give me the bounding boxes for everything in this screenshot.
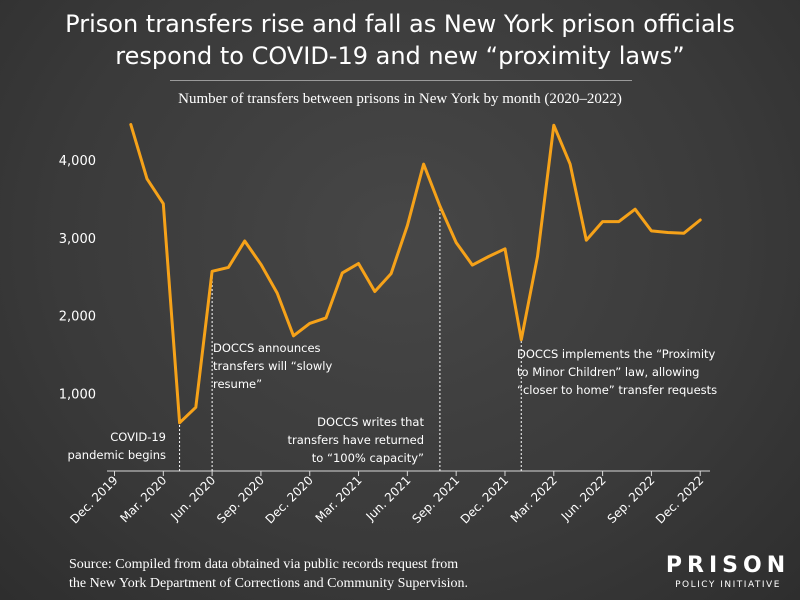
data-point [373,290,377,293]
annotation-text-line: pandemic begins [67,448,166,462]
chart-subtitle: Number of transfers between prisons in N… [178,91,622,107]
annotation-text-line: transfers have returned [288,433,424,447]
x-tick-label: Sep. 2022 [605,473,658,526]
annotation-text-line: “closer to home” transfer requests [517,383,717,397]
data-point [406,224,409,227]
annotation-text-line: resume” [213,377,262,391]
title-divider [170,80,632,81]
annotation-text: COVID-19 pandemic begins [67,430,166,462]
source-line-1: Source: Compiled from data obtained via … [69,557,459,572]
data-point [454,241,458,244]
annotation-text-line: DOCCS writes that [317,415,424,429]
chart-title-line-2: respond to COVID-19 and new “proximity l… [115,42,685,70]
logo-main-text: PRISON [665,553,791,578]
annotation-text-line: to Minor Children” law, allowing [517,365,699,379]
data-point [259,263,263,266]
data-point [210,270,214,273]
data-point [308,322,311,325]
data-point [422,162,425,166]
data-point [243,239,246,243]
data-point [487,255,490,258]
source-note: Source: Compiled from data obtained via … [69,555,589,593]
annotation-text: DOCCS writes that transfers have returned… [288,415,425,465]
data-point [682,232,686,235]
chart-title: Prison transfers rise and fall as New Yo… [0,8,800,72]
data-point [324,316,328,320]
x-tick-label: Mar. 2021 [313,473,365,525]
x-tick-label: Mar. 2022 [508,473,560,525]
data-point [129,123,132,126]
x-tick-label: Jun. 2020 [167,473,218,524]
data-point [601,220,604,223]
x-tick-label: Sep. 2020 [214,473,267,526]
annotation-text-line: COVID-19 [110,430,166,444]
annotation-text-line: DOCCS announces [213,341,321,355]
data-point [699,218,702,222]
y-tick-label: 2,000 [59,310,96,325]
data-point [536,255,539,258]
data-point [178,421,181,425]
chart-title-line-1: Prison transfers rise and fall as New Yo… [65,10,735,38]
logo-sub-text: POLICY INITIATIVE [675,580,781,590]
prison-policy-initiative-logo: PRISON POLICY INITIATIVE [660,554,796,592]
data-point [617,220,621,223]
y-tick-label: 4,000 [59,154,96,169]
data-point [585,239,588,242]
y-tick-label: 1,000 [59,387,96,402]
x-tick-label: Dec. 2020 [263,473,316,526]
data-point [471,263,474,267]
data-point [292,334,295,338]
x-tick-label: Jun. 2021 [363,473,414,524]
data-point [633,207,637,211]
x-tick-label: Dec. 2021 [458,473,511,526]
data-point [552,124,555,127]
x-tick-label: Sep. 2021 [409,473,462,526]
data-point [650,229,653,233]
y-tick-label: 3,000 [59,232,96,247]
data-point [341,271,344,275]
data-point [389,272,393,275]
annotation-text-line: to “100% capacity” [312,451,424,465]
x-tick-label: Jun. 2022 [558,473,609,524]
annotation-text: DOCCS implements the “Proximity to Minor … [517,347,717,397]
data-point [503,247,507,250]
data-point [520,338,523,341]
x-tick-label: Mar. 2020 [117,473,169,525]
data-point [145,177,149,181]
source-line-2: the New York Department of Corrections a… [69,576,468,591]
data-point [357,262,360,265]
annotation-text-line: transfers will “slowly [213,359,332,373]
annotation-text: DOCCS announces transfers will “slowly res… [213,341,332,391]
data-point [194,406,198,409]
x-tick-label: Dec. 2022 [653,473,706,526]
data-point [568,162,572,166]
annotation-text-line: DOCCS implements the “Proximity [517,347,716,361]
series-line-transfers [129,123,702,425]
data-point [438,204,442,208]
data-point [666,231,669,234]
data-point [227,266,230,269]
data-point [162,202,165,205]
data-point [276,291,279,295]
x-tick-label: Dec. 2019 [67,473,120,526]
